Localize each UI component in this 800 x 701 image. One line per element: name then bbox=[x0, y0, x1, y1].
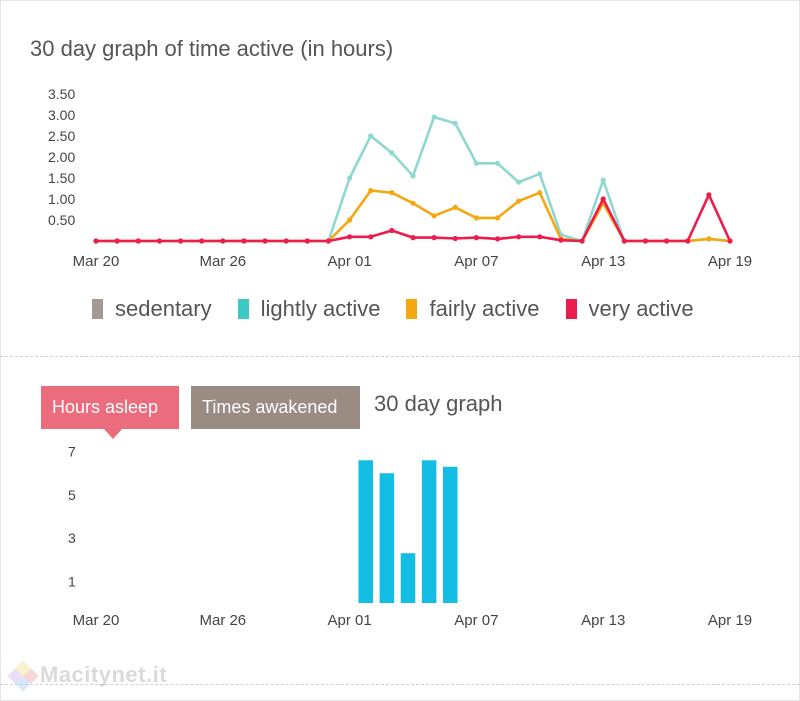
data-point-fairly-active bbox=[706, 236, 712, 242]
data-point-very-active bbox=[431, 235, 437, 241]
legend-label-fairly-active: fairly active bbox=[429, 296, 540, 321]
data-point-very-active bbox=[664, 238, 670, 244]
data-point-very-active bbox=[220, 238, 226, 244]
data-point-very-active bbox=[325, 238, 332, 244]
data-point-fairly-active bbox=[410, 200, 416, 206]
watermark-text: Macitynet.it bbox=[40, 662, 168, 687]
data-point-very-active bbox=[642, 238, 649, 244]
data-point-lightly-active bbox=[473, 160, 479, 166]
section-divider-top bbox=[0, 356, 800, 357]
legend-label-very-active: very active bbox=[588, 296, 694, 321]
data-point-fairly-active bbox=[537, 190, 543, 196]
data-point-lightly-active bbox=[600, 177, 606, 183]
data-point-lightly-active bbox=[431, 114, 437, 120]
x-tick-label: Mar 26 bbox=[199, 253, 246, 270]
data-point-lightly-active bbox=[537, 171, 543, 177]
activity-legend: sedentary lightly active fairly active v… bbox=[92, 296, 720, 322]
data-point-lightly-active bbox=[389, 150, 395, 156]
data-point-very-active bbox=[199, 238, 205, 244]
data-point-very-active bbox=[579, 238, 585, 244]
watermark: Macitynet.it bbox=[7, 660, 168, 692]
data-point-lightly-active bbox=[452, 120, 458, 126]
data-point-very-active bbox=[93, 238, 99, 244]
data-point-very-active bbox=[494, 236, 501, 242]
data-point-very-active bbox=[283, 238, 289, 244]
y-tick-label: 2.50 bbox=[48, 128, 75, 144]
data-point-lightly-active bbox=[494, 160, 501, 166]
data-point-very-active bbox=[156, 238, 162, 244]
data-point-very-active bbox=[473, 235, 479, 241]
data-point-very-active bbox=[177, 238, 184, 244]
data-point-very-active bbox=[727, 238, 733, 244]
activity-chart-title: 30 day graph of time active (in hours) bbox=[30, 36, 394, 61]
data-point-fairly-active bbox=[368, 188, 374, 194]
data-point-very-active bbox=[389, 227, 395, 234]
x-tick-label: Apr 07 bbox=[454, 253, 498, 270]
data-point-very-active bbox=[410, 235, 416, 241]
data-point-very-active bbox=[537, 234, 543, 240]
data-point-fairly-active bbox=[516, 198, 522, 204]
x-tick-label: Apr 01 bbox=[327, 253, 371, 270]
data-point-very-active bbox=[304, 238, 310, 244]
tab-times-awakened[interactable]: Times awakened bbox=[191, 386, 360, 429]
y-tick-label: 2.00 bbox=[48, 149, 75, 165]
y-tick-label: 3.00 bbox=[48, 107, 75, 123]
data-point-very-active bbox=[368, 234, 374, 240]
data-point-lightly-active bbox=[368, 133, 374, 139]
legend-label-lightly-active: lightly active bbox=[260, 296, 381, 321]
data-point-fairly-active bbox=[473, 215, 479, 221]
data-point-very-active bbox=[241, 238, 247, 244]
data-point-very-active bbox=[452, 235, 458, 242]
legend-item-fairly-active[interactable]: fairly active bbox=[406, 296, 540, 322]
data-point-very-active bbox=[135, 238, 141, 244]
data-point-fairly-active bbox=[347, 217, 353, 223]
data-point-lightly-active bbox=[410, 173, 416, 179]
legend-swatch-sedentary bbox=[92, 299, 103, 319]
tab-hours-asleep[interactable]: Hours asleep bbox=[41, 386, 179, 429]
data-point-fairly-active bbox=[452, 204, 458, 210]
series-line-fairly-active bbox=[96, 189, 731, 243]
data-point-very-active bbox=[516, 234, 522, 240]
legend-swatch-very-active bbox=[565, 299, 577, 319]
legend-item-very-active[interactable]: very active bbox=[565, 296, 694, 322]
data-point-very-active bbox=[262, 238, 268, 244]
x-tick-label: Mar 20 bbox=[73, 253, 120, 270]
data-point-very-active bbox=[706, 192, 712, 198]
watermark-logo-icon bbox=[7, 660, 39, 692]
data-point-fairly-active bbox=[389, 190, 395, 196]
y-tick-label: 0.50 bbox=[48, 212, 75, 228]
legend-item-sedentary[interactable]: sedentary bbox=[92, 296, 212, 322]
data-point-very-active bbox=[600, 196, 606, 202]
data-point-lightly-active bbox=[516, 179, 522, 185]
series-line-lightly-active bbox=[96, 115, 731, 243]
legend-item-lightly-active[interactable]: lightly active bbox=[237, 296, 381, 322]
legend-swatch-lightly-active bbox=[237, 299, 249, 319]
active-tab-pointer bbox=[104, 429, 122, 439]
data-point-lightly-active bbox=[347, 175, 353, 181]
x-tick-label: Apr 13 bbox=[581, 253, 625, 270]
data-point-very-active bbox=[114, 238, 120, 244]
data-point-very-active bbox=[347, 234, 353, 240]
y-tick-label: 1.00 bbox=[48, 191, 75, 207]
x-tick-label: Apr 19 bbox=[708, 253, 752, 270]
sleep-chart-title: 30 day graph bbox=[374, 391, 503, 416]
data-point-very-active bbox=[621, 238, 627, 244]
legend-swatch-fairly-active bbox=[406, 299, 418, 319]
y-tick-label: 3.50 bbox=[48, 86, 75, 102]
data-point-fairly-active bbox=[494, 215, 501, 221]
section-divider-bottom bbox=[0, 684, 800, 685]
data-point-very-active bbox=[685, 238, 691, 244]
legend-label-sedentary: sedentary bbox=[115, 296, 212, 321]
activity-chart: 0.50 1.00 1.50 2.00 2.50 3.00 3.50 Mar 20 Mar 26… bbox=[48, 86, 752, 270]
y-tick-label: 1.50 bbox=[48, 170, 75, 186]
data-point-very-active bbox=[558, 237, 564, 243]
data-point-fairly-active bbox=[431, 213, 437, 219]
